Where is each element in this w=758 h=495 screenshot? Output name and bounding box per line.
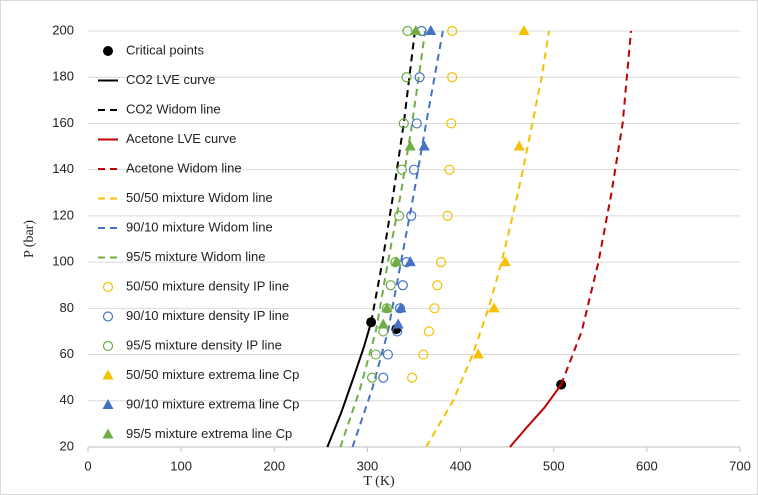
circle-marker xyxy=(429,303,440,314)
circle-marker xyxy=(394,303,406,314)
series-line xyxy=(339,30,427,448)
legend-swatch xyxy=(103,46,113,56)
triangle-marker xyxy=(410,25,422,35)
series-line xyxy=(326,321,373,448)
y-axis-label: P (bar) xyxy=(22,220,37,258)
circle-marker xyxy=(407,372,418,383)
triangle-marker xyxy=(518,25,530,35)
circle-marker xyxy=(408,164,420,175)
x-tick-label: 0 xyxy=(84,458,91,473)
circle-marker xyxy=(385,280,396,291)
circle-marker xyxy=(423,326,435,337)
triangle-marker xyxy=(404,140,416,151)
legend-swatch xyxy=(102,399,114,409)
legend-label: Critical points xyxy=(126,42,205,57)
circle-marker xyxy=(378,372,389,383)
triangle-marker xyxy=(377,318,389,329)
x-tick-label: 300 xyxy=(357,458,379,473)
circle-marker xyxy=(446,118,457,129)
circle-marker xyxy=(418,349,429,360)
circle-marker xyxy=(411,118,422,129)
y-tick-label: 160 xyxy=(52,115,74,130)
circle-marker xyxy=(406,210,417,221)
circle-marker xyxy=(396,164,407,175)
circle-marker xyxy=(382,349,394,360)
legend-label: 95/5 mixture density IP line xyxy=(126,337,282,352)
circle-marker xyxy=(447,72,458,83)
circle-marker xyxy=(435,257,447,268)
x-tick-label: 600 xyxy=(636,458,658,473)
triangle-marker xyxy=(390,256,402,267)
circle-marker xyxy=(402,25,413,37)
triangle-marker xyxy=(381,302,393,313)
y-tick-label: 200 xyxy=(52,22,74,37)
legend-label: Acetone Widom line xyxy=(126,160,242,175)
legend-label: 50/50 mixture Widom line xyxy=(126,190,273,205)
triangle-marker xyxy=(472,348,484,359)
triangle-marker xyxy=(499,256,511,267)
legend-swatch xyxy=(102,281,114,293)
x-tick-label: 100 xyxy=(170,458,192,473)
triangle-marker xyxy=(395,302,407,313)
legend-label: CO2 LVE curve xyxy=(126,72,215,87)
triangle-marker xyxy=(425,25,437,35)
legend-label: Acetone LVE curve xyxy=(126,131,236,146)
y-tick-label: 80 xyxy=(60,300,74,315)
series-line xyxy=(425,30,551,448)
legend-swatch xyxy=(102,311,114,322)
circle-marker xyxy=(442,210,453,221)
legend-label: 50/50 mixture extrema line Cp xyxy=(126,367,299,382)
legend-label: 95/5 mixture extrema line Cp xyxy=(126,426,292,441)
circle-marker xyxy=(444,164,455,175)
x-tick-label: 200 xyxy=(263,458,285,473)
circle-marker xyxy=(393,210,405,221)
x-tick-label: 500 xyxy=(543,458,565,473)
y-tick-label: 100 xyxy=(52,254,74,269)
legend-swatch xyxy=(102,369,114,380)
circle-marker xyxy=(414,72,425,83)
y-tick-label: 120 xyxy=(52,207,74,222)
x-tick-label: 400 xyxy=(450,458,472,473)
circle-marker xyxy=(390,257,401,268)
y-tick-label: 180 xyxy=(52,69,74,84)
legend-swatch xyxy=(102,428,114,439)
circle-marker xyxy=(370,349,381,360)
circle-marker xyxy=(447,25,458,37)
y-tick-label: 60 xyxy=(60,346,74,361)
triangle-marker xyxy=(392,318,404,329)
legend-label: CO2 Widom line xyxy=(126,101,221,116)
triangle-marker xyxy=(513,140,525,151)
triangle-marker xyxy=(488,302,500,313)
legend-label: 50/50 mixture density IP line xyxy=(126,278,289,293)
circle-marker xyxy=(398,118,409,129)
legend-label: 90/10 mixture extrema line Cp xyxy=(126,396,299,411)
circle-marker xyxy=(397,280,408,291)
circle-marker xyxy=(401,72,412,83)
y-tick-label: 20 xyxy=(60,438,74,453)
legend-swatch xyxy=(102,340,114,352)
legend-label: 90/10 mixture Widom line xyxy=(126,219,273,234)
triangle-marker xyxy=(418,140,430,151)
legend-label: 90/10 mixture density IP line xyxy=(126,308,289,323)
circle-marker xyxy=(366,372,378,383)
triangle-marker xyxy=(404,256,416,267)
legend-label: 95/5 mixture Widom line xyxy=(126,249,265,264)
series-line xyxy=(509,384,562,448)
series-line xyxy=(351,30,444,448)
y-tick-label: 140 xyxy=(52,161,74,176)
x-tick-label: 700 xyxy=(729,458,751,473)
circle-marker xyxy=(432,280,443,291)
series-line xyxy=(370,30,416,323)
y-tick-label: 40 xyxy=(60,392,74,407)
x-axis-label: T (K) xyxy=(363,474,395,489)
